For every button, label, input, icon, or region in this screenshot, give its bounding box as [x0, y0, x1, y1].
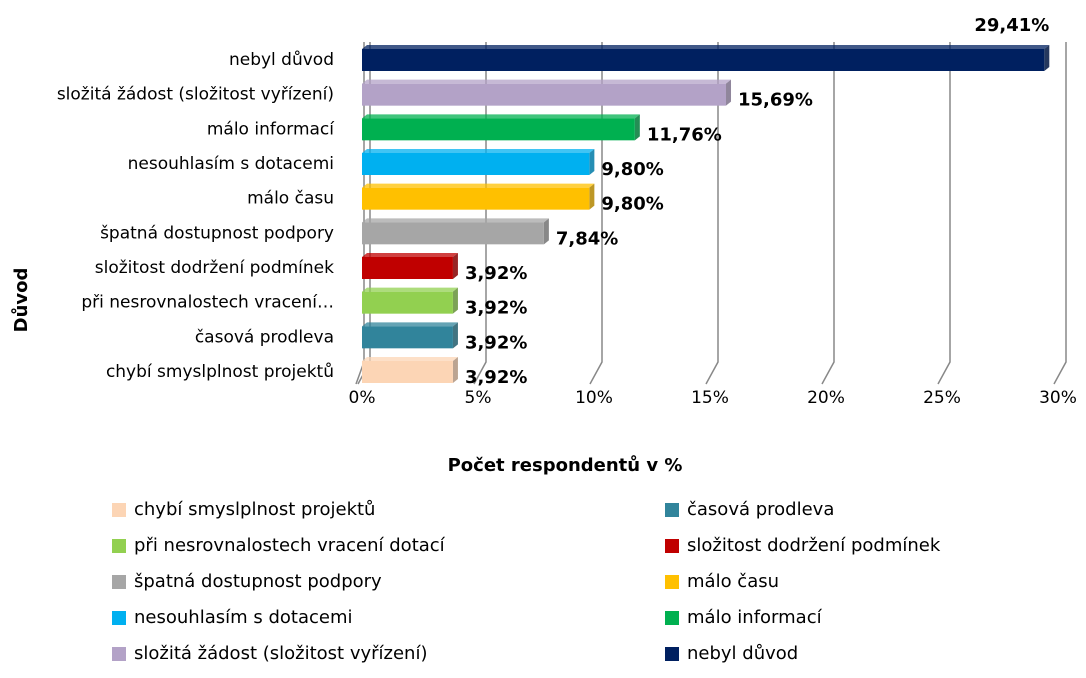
bar-top [362, 322, 458, 327]
bar-top [362, 114, 640, 119]
data-label: 3,92% [465, 263, 527, 284]
legend-swatch [112, 539, 126, 553]
bar-top [362, 79, 732, 84]
bar-side [634, 114, 640, 141]
legend-label: málo času [687, 571, 779, 592]
bar-top [362, 218, 549, 223]
bar-side [452, 287, 458, 314]
bar [362, 257, 453, 279]
grid-line [937, 42, 951, 385]
legend-label: chybí smyslplnost projektů [134, 499, 375, 520]
grid-line [589, 42, 603, 385]
y-tick-label: chybí smyslplnost projektů [106, 362, 334, 382]
x-tick-label: 0% [349, 388, 376, 408]
legend-swatch [665, 647, 679, 661]
y-tick-label: časová prodleva [195, 327, 334, 347]
bar-side [452, 357, 458, 383]
bar-top [362, 253, 458, 257]
bar [362, 187, 590, 210]
data-label: 9,80% [601, 159, 663, 180]
y-tick-label: při nesrovnalostech vracení… [81, 293, 334, 313]
bar [362, 326, 453, 349]
legend-swatch [665, 503, 679, 517]
bar-side [452, 253, 458, 279]
data-label: 3,92% [465, 298, 527, 319]
bar [362, 83, 727, 106]
bar [362, 153, 590, 175]
grid-line [473, 42, 487, 385]
data-label: 29,41% [974, 15, 1049, 36]
grid-line [1053, 42, 1067, 385]
data-label: 3,92% [465, 367, 527, 388]
data-label: 9,80% [601, 194, 663, 215]
legend-label: špatná dostupnost podpory [134, 571, 382, 592]
y-tick-label: nesouhlasím s dotacemi [128, 154, 334, 174]
y-axis-title: Důvod [10, 268, 32, 333]
x-tick-label: 5% [465, 388, 492, 408]
legend-swatch [112, 611, 126, 625]
legend-swatch [665, 575, 679, 589]
x-tick-label: 15% [691, 388, 729, 408]
data-label: 3,92% [465, 332, 527, 353]
bar [362, 291, 453, 314]
legend-label: nebyl důvod [687, 643, 798, 664]
bar [362, 361, 453, 383]
legend-label: málo informací [687, 607, 823, 628]
bar-top [362, 357, 458, 361]
bar-side [543, 218, 549, 245]
y-tick-label: málo informací [207, 119, 335, 139]
legend-swatch [665, 611, 679, 625]
y-tick-label: složitost dodržení podmínek [95, 258, 334, 278]
bar-side [589, 149, 595, 175]
legend-swatch [112, 575, 126, 589]
legend-swatch [112, 503, 126, 517]
data-label: 7,84% [556, 228, 618, 249]
bar-side [452, 322, 458, 349]
grid-line [821, 42, 835, 385]
y-tick-label: špatná dostupnost podpory [100, 223, 334, 243]
x-axis-title: Počet respondentů v % [448, 454, 683, 476]
bar [362, 118, 635, 141]
bar-side [726, 79, 732, 106]
legend-swatch [665, 539, 679, 553]
grid-line [705, 42, 719, 385]
bar-top [362, 149, 595, 153]
x-tick-label: 30% [1039, 388, 1077, 408]
legend-label: nesouhlasím s dotacemi [134, 607, 353, 628]
bar-top [362, 287, 458, 292]
x-tick-label: 20% [807, 388, 845, 408]
bar-top [362, 45, 1050, 49]
legend-label: časová prodleva [687, 499, 834, 520]
data-label: 11,76% [647, 124, 722, 145]
data-label: 15,69% [738, 90, 813, 111]
x-tick-label: 10% [575, 388, 613, 408]
legend-label: složitost dodržení podmínek [687, 535, 941, 556]
bar-top [362, 183, 595, 188]
y-tick-label: složitá žádost (složitost vyřízení) [57, 85, 334, 105]
legend-label: při nesrovnalostech vracení dotací [134, 535, 446, 556]
bar-side [589, 183, 595, 210]
y-tick-label: nebyl důvod [229, 50, 334, 70]
bar-side [1044, 45, 1050, 71]
bar [362, 49, 1045, 71]
x-tick-label: 25% [923, 388, 961, 408]
legend-swatch [112, 647, 126, 661]
bar [362, 222, 544, 245]
legend-label: složitá žádost (složitost vyřízení) [134, 643, 427, 664]
y-tick-label: málo času [247, 189, 334, 209]
